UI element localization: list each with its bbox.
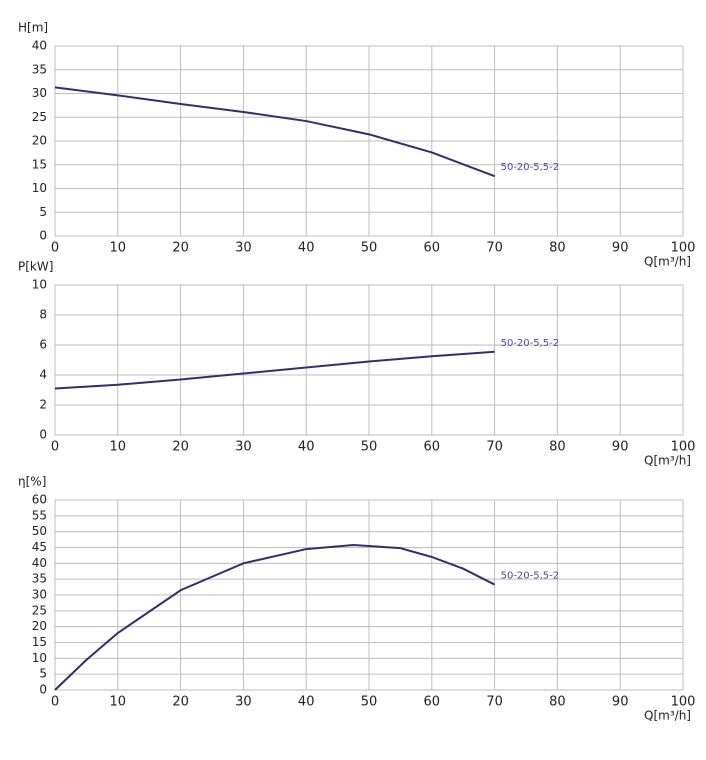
y-axis-label: η[%] xyxy=(18,475,46,489)
y-tick-label: 5 xyxy=(39,667,47,681)
x-tick-label: 80 xyxy=(549,241,566,256)
x-tick-label: 90 xyxy=(612,241,629,256)
x-tick-label: 40 xyxy=(298,440,315,455)
x-tick-label: 70 xyxy=(486,440,503,455)
y-tick-label: 20 xyxy=(32,619,47,633)
y-axis-label: P[kW] xyxy=(18,260,53,274)
series-line xyxy=(54,543,496,691)
y-tick-label: 2 xyxy=(39,398,47,412)
x-tick-label: 50 xyxy=(361,241,378,256)
x-tick-label: 10 xyxy=(110,440,127,455)
x-axis-label: Q[m³/h] xyxy=(644,709,691,723)
x-tick-label: 90 xyxy=(612,440,629,455)
y-tick-label: 55 xyxy=(32,508,47,522)
y-tick-label: 45 xyxy=(32,540,47,554)
x-tick-label: 20 xyxy=(172,241,189,256)
x-tick-label: 70 xyxy=(486,241,503,256)
x-tick-label: 20 xyxy=(172,440,189,455)
x-tick-label: 100 xyxy=(671,440,696,455)
x-tick-label: 40 xyxy=(298,241,315,256)
x-tick-label: 90 xyxy=(612,695,629,710)
y-tick-label: 60 xyxy=(32,493,47,507)
x-tick-label: 50 xyxy=(361,440,378,455)
y-axis-label: H[m] xyxy=(18,21,48,35)
x-tick-label: 30 xyxy=(235,241,252,256)
x-tick-label: 70 xyxy=(486,695,503,710)
x-tick-label: 80 xyxy=(549,695,566,710)
y-tick-label: 25 xyxy=(32,603,47,617)
y-tick-label: 0 xyxy=(39,683,47,697)
y-tick-label: 8 xyxy=(39,308,47,322)
x-tick-label: 80 xyxy=(549,440,566,455)
y-tick-label: 15 xyxy=(32,157,47,171)
x-tick-label: 10 xyxy=(110,695,127,710)
y-tick-label: 10 xyxy=(32,651,47,665)
y-tick-label: 0 xyxy=(39,428,47,442)
x-tick-label: 50 xyxy=(361,695,378,710)
y-tick-label: 25 xyxy=(32,110,47,124)
x-tick-label: 0 xyxy=(51,695,59,710)
y-tick-label: 35 xyxy=(32,572,47,586)
y-tick-label: 10 xyxy=(32,278,47,292)
x-axis-label: Q[m³/h] xyxy=(644,255,691,269)
y-tick-label: 4 xyxy=(39,368,47,382)
y-tick-label: 5 xyxy=(39,205,47,219)
x-tick-label: 0 xyxy=(51,241,59,256)
series-line xyxy=(54,86,495,178)
series-line xyxy=(54,350,495,390)
x-tick-label: 100 xyxy=(671,241,696,256)
series-label: 50-20-5,5-2 xyxy=(501,571,560,582)
y-tick-label: 0 xyxy=(39,229,47,243)
x-tick-label: 60 xyxy=(424,695,441,710)
y-tick-label: 50 xyxy=(32,524,47,538)
x-tick-label: 20 xyxy=(172,695,189,710)
x-axis-label: Q[m³/h] xyxy=(644,454,691,468)
x-tick-label: 10 xyxy=(110,241,127,256)
x-tick-label: 0 xyxy=(51,440,59,455)
y-tick-label: 15 xyxy=(32,635,47,649)
x-tick-label: 100 xyxy=(671,695,696,710)
y-tick-label: 30 xyxy=(32,86,47,100)
series-label: 50-20-5,5-2 xyxy=(501,162,560,173)
x-tick-label: 60 xyxy=(424,241,441,256)
y-tick-label: 20 xyxy=(32,134,47,148)
y-tick-label: 30 xyxy=(32,588,47,602)
y-tick-label: 35 xyxy=(32,62,47,76)
y-tick-label: 40 xyxy=(32,556,47,570)
x-tick-label: 60 xyxy=(424,440,441,455)
y-tick-label: 6 xyxy=(39,338,47,352)
series-label: 50-20-5,5-2 xyxy=(501,338,560,349)
x-tick-label: 30 xyxy=(235,695,252,710)
x-tick-label: 30 xyxy=(235,440,252,455)
y-tick-label: 40 xyxy=(32,39,47,53)
y-tick-label: 10 xyxy=(32,181,47,195)
x-tick-label: 40 xyxy=(298,695,315,710)
